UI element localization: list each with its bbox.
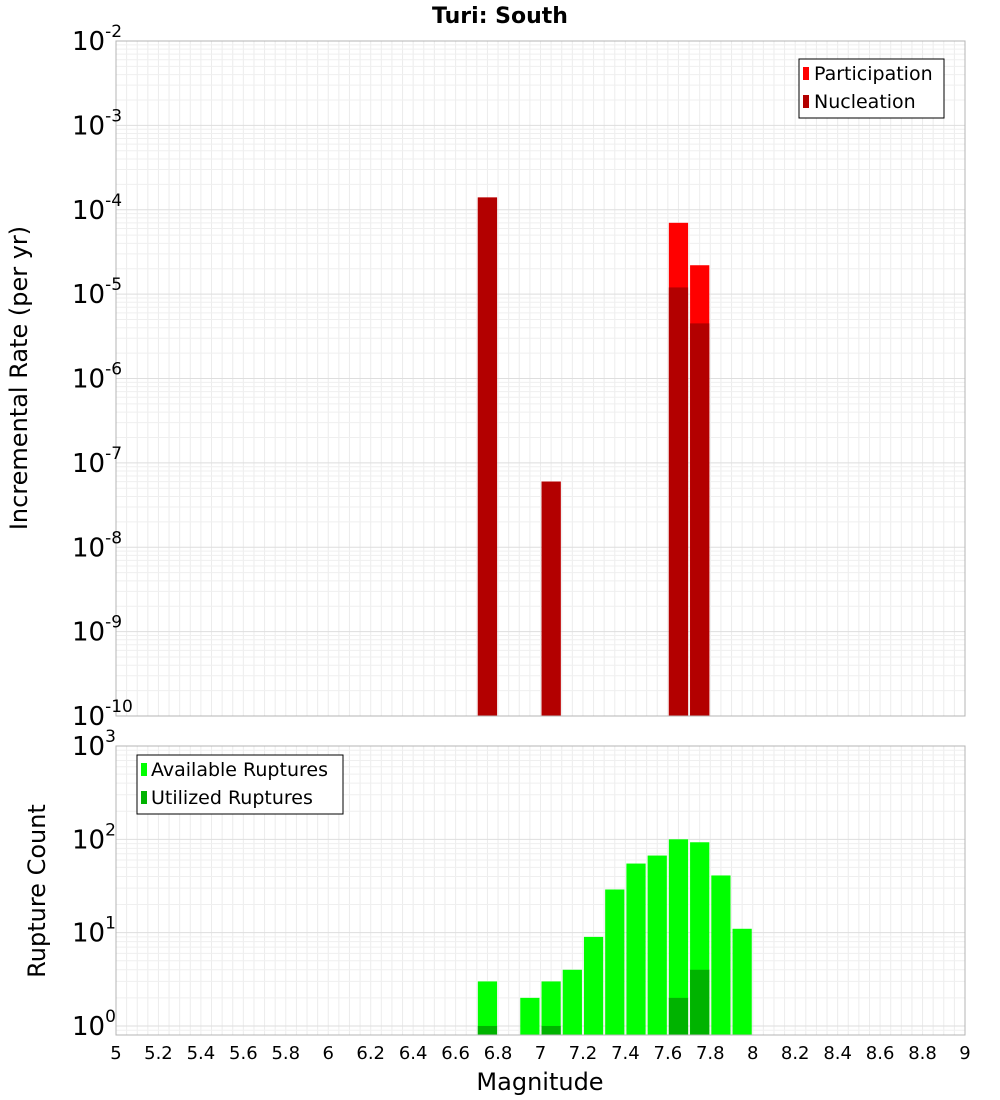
legend-swatch-nucleation [803, 95, 809, 108]
y-tick-label: 10-4 [72, 191, 122, 226]
x-tick-label: 8.4 [823, 1043, 852, 1064]
top-y-axis-label: Incremental Rate (per yr) [5, 226, 33, 530]
y-tick-label: 10-6 [72, 360, 122, 395]
bar-available-ruptures-7-35 [605, 889, 625, 1035]
y-tick-label: 10-2 [72, 22, 122, 57]
y-tick-label: 10-3 [72, 106, 122, 141]
x-tick-label: 5.6 [229, 1043, 258, 1064]
top-legend-box [798, 58, 945, 119]
x-axis-label: Magnitude [476, 1068, 603, 1096]
top-legend: Participation Nucleation [798, 58, 945, 119]
y-tick-label: 10-10 [72, 697, 133, 732]
bar-available-ruptures-7-05 [541, 981, 561, 1035]
bar-available-ruptures-7-15 [562, 969, 582, 1035]
bar-available-ruptures-7-45 [626, 863, 646, 1035]
legend-swatch-participation [803, 67, 809, 80]
x-tick-label: 8 [747, 1043, 758, 1064]
bar-available-ruptures-6-75 [477, 981, 498, 1035]
x-tick-label: 8.2 [781, 1043, 810, 1064]
bar-available-ruptures-7-85 [711, 875, 731, 1035]
x-tick-label: 8.6 [866, 1043, 895, 1064]
y-tick-label: 102 [72, 820, 116, 855]
bottom-legend-box [136, 754, 344, 815]
x-tick-label: 7 [535, 1043, 546, 1064]
bar-nucleation-7-05 [541, 481, 561, 716]
bottom-y-ticks: 100 101 102 103 [72, 727, 116, 1042]
chart-title: Turi: South [432, 4, 568, 29]
bar-utilized-ruptures-7-65 [668, 997, 689, 1035]
top-grid [116, 41, 965, 716]
bar-utilized-ruptures-6-75 [477, 1025, 498, 1035]
bottom-bars [477, 839, 752, 1035]
bar-utilized-ruptures-7-05 [541, 1025, 561, 1035]
x-tick-label: 5.8 [271, 1043, 300, 1064]
bar-available-ruptures-7-65 [668, 839, 689, 1035]
bar-nucleation-6-75 [477, 197, 498, 717]
x-tick-label: 6.8 [484, 1043, 513, 1064]
x-tick-label: 5.4 [187, 1043, 216, 1064]
x-ticks: 5 5.2 5.4 5.6 5.8 6 6.2 6.4 6.6 6.8 7 7.2 7.4 7.6 7.8 8… [110, 1043, 970, 1064]
x-tick-label: 5.2 [144, 1043, 173, 1064]
bottom-grid [116, 746, 965, 1035]
x-tick-label: 7.6 [654, 1043, 683, 1064]
bar-available-ruptures-7-55 [647, 855, 667, 1035]
bar-nucleation-7-65 [668, 287, 689, 716]
top-y-ticks: 10-10 10-9 10-8 10-7 10-6 10-5 10-4 10-3 10-2 [72, 22, 133, 732]
y-tick-label: 10-8 [72, 528, 122, 563]
bottom-plot-frame [115, 745, 966, 1036]
y-tick-label: 10-5 [72, 275, 122, 310]
x-tick-label: 6 [323, 1043, 334, 1064]
bar-available-ruptures-6-95 [520, 997, 540, 1035]
y-tick-label: 100 [72, 1007, 116, 1042]
x-tick-label: 7.4 [611, 1043, 640, 1064]
bottom-legend: Available Ruptures Utilized Ruptures [136, 754, 344, 815]
legend-label-participation: Participation [814, 63, 933, 85]
bar-utilized-ruptures-7-75 [690, 969, 710, 1035]
top-plot-frame [115, 40, 966, 717]
y-tick-label: 10-9 [72, 613, 122, 648]
bar-available-ruptures-7-95 [732, 928, 752, 1035]
x-tick-label: 5 [110, 1043, 121, 1064]
x-tick-label: 8.8 [908, 1043, 937, 1064]
x-tick-label: 6.2 [356, 1043, 385, 1064]
legend-label-utilized-ruptures: Utilized Ruptures [151, 787, 313, 809]
x-tick-label: 6.6 [441, 1043, 470, 1064]
x-tick-label: 6.4 [399, 1043, 428, 1064]
legend-label-nucleation: Nucleation [814, 91, 916, 113]
y-tick-label: 10-7 [72, 444, 122, 479]
bottom-y-axis-label: Rupture Count [23, 804, 51, 978]
bar-available-ruptures-7-25 [583, 936, 604, 1035]
top-bars [477, 197, 710, 717]
y-tick-label: 101 [72, 914, 116, 949]
x-tick-label: 7.8 [696, 1043, 725, 1064]
legend-swatch-utilized-ruptures [141, 791, 147, 804]
legend-swatch-available-ruptures [141, 763, 147, 776]
legend-label-available-ruptures: Available Ruptures [151, 759, 328, 781]
x-tick-label: 9 [959, 1043, 970, 1064]
y-tick-label: 103 [72, 727, 116, 762]
bar-nucleation-7-75 [690, 323, 710, 716]
x-tick-label: 7.2 [569, 1043, 598, 1064]
